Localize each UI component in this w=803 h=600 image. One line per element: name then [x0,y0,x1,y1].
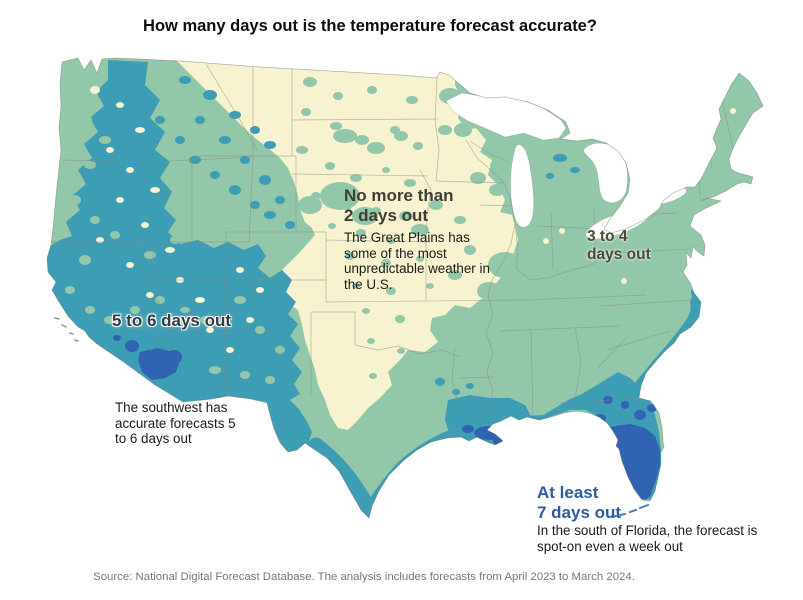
region-great-plains-2-days [172,58,518,430]
annotation-plains-heading-line2: 2 days out [344,205,429,225]
annotation-east-heading-line1: 3 to 4 [587,228,628,245]
annotation-florida-body: In the south of Florida, the forecast is… [537,523,758,554]
annotation-east-heading: 3 to 4 days out [587,228,651,264]
annotation-west-body: The southwest has accurate forecasts 5 t… [115,400,236,447]
annotation-plains-body: The Great Plains has some of the most un… [344,230,490,292]
channel-islands [54,317,79,342]
chart-title: How many days out is the temperature for… [143,17,597,35]
annotation-florida-heading-line2: 7 days out [537,502,622,522]
florida-keys [611,504,649,518]
annotation-florida-heading-line1: At least [537,483,599,502]
annotation-east-heading-line2: days out [587,246,651,263]
annotation-florida-heading: At least 7 days out [537,483,621,522]
annotation-plains-heading-line1: No more than [344,186,454,205]
annotation-west-heading: 5 to 6 days out [112,311,232,330]
source-note: Source: National Digital Forecast Databa… [93,571,635,583]
annotation-plains-heading: No more than 2 days out [344,186,454,225]
region-mississippi-alabama-coast [515,415,550,426]
lake-michigan [510,144,535,228]
region-west-5-to-6-days [47,60,312,452]
state-borders-west [48,63,529,397]
